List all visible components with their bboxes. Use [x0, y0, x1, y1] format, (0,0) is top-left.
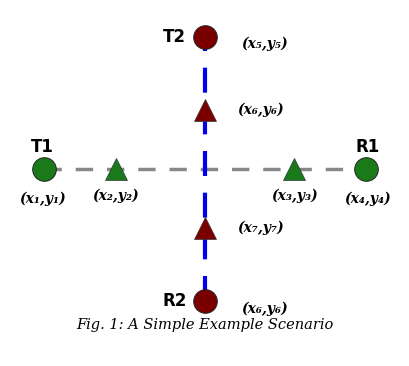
Text: R2: R2 [162, 292, 187, 310]
Text: (x₁,y₁): (x₁,y₁) [19, 191, 65, 206]
Text: Fig. 1: A Simple Example Scenario: Fig. 1: A Simple Example Scenario [76, 318, 333, 332]
Text: T2: T2 [163, 28, 186, 46]
Text: (x₅,y₅): (x₅,y₅) [240, 37, 287, 51]
Text: (x₃,y₃): (x₃,y₃) [270, 188, 317, 203]
Text: (x₂,y₂): (x₂,y₂) [92, 188, 139, 203]
Text: (x₇,y₇): (x₇,y₇) [237, 221, 283, 235]
Text: (x₄,y₄): (x₄,y₄) [344, 191, 390, 206]
Text: R1: R1 [355, 138, 379, 156]
Text: (x₆,y₆): (x₆,y₆) [237, 103, 283, 117]
Text: (x₆,y₆): (x₆,y₆) [240, 302, 287, 316]
Text: T1: T1 [31, 138, 54, 156]
